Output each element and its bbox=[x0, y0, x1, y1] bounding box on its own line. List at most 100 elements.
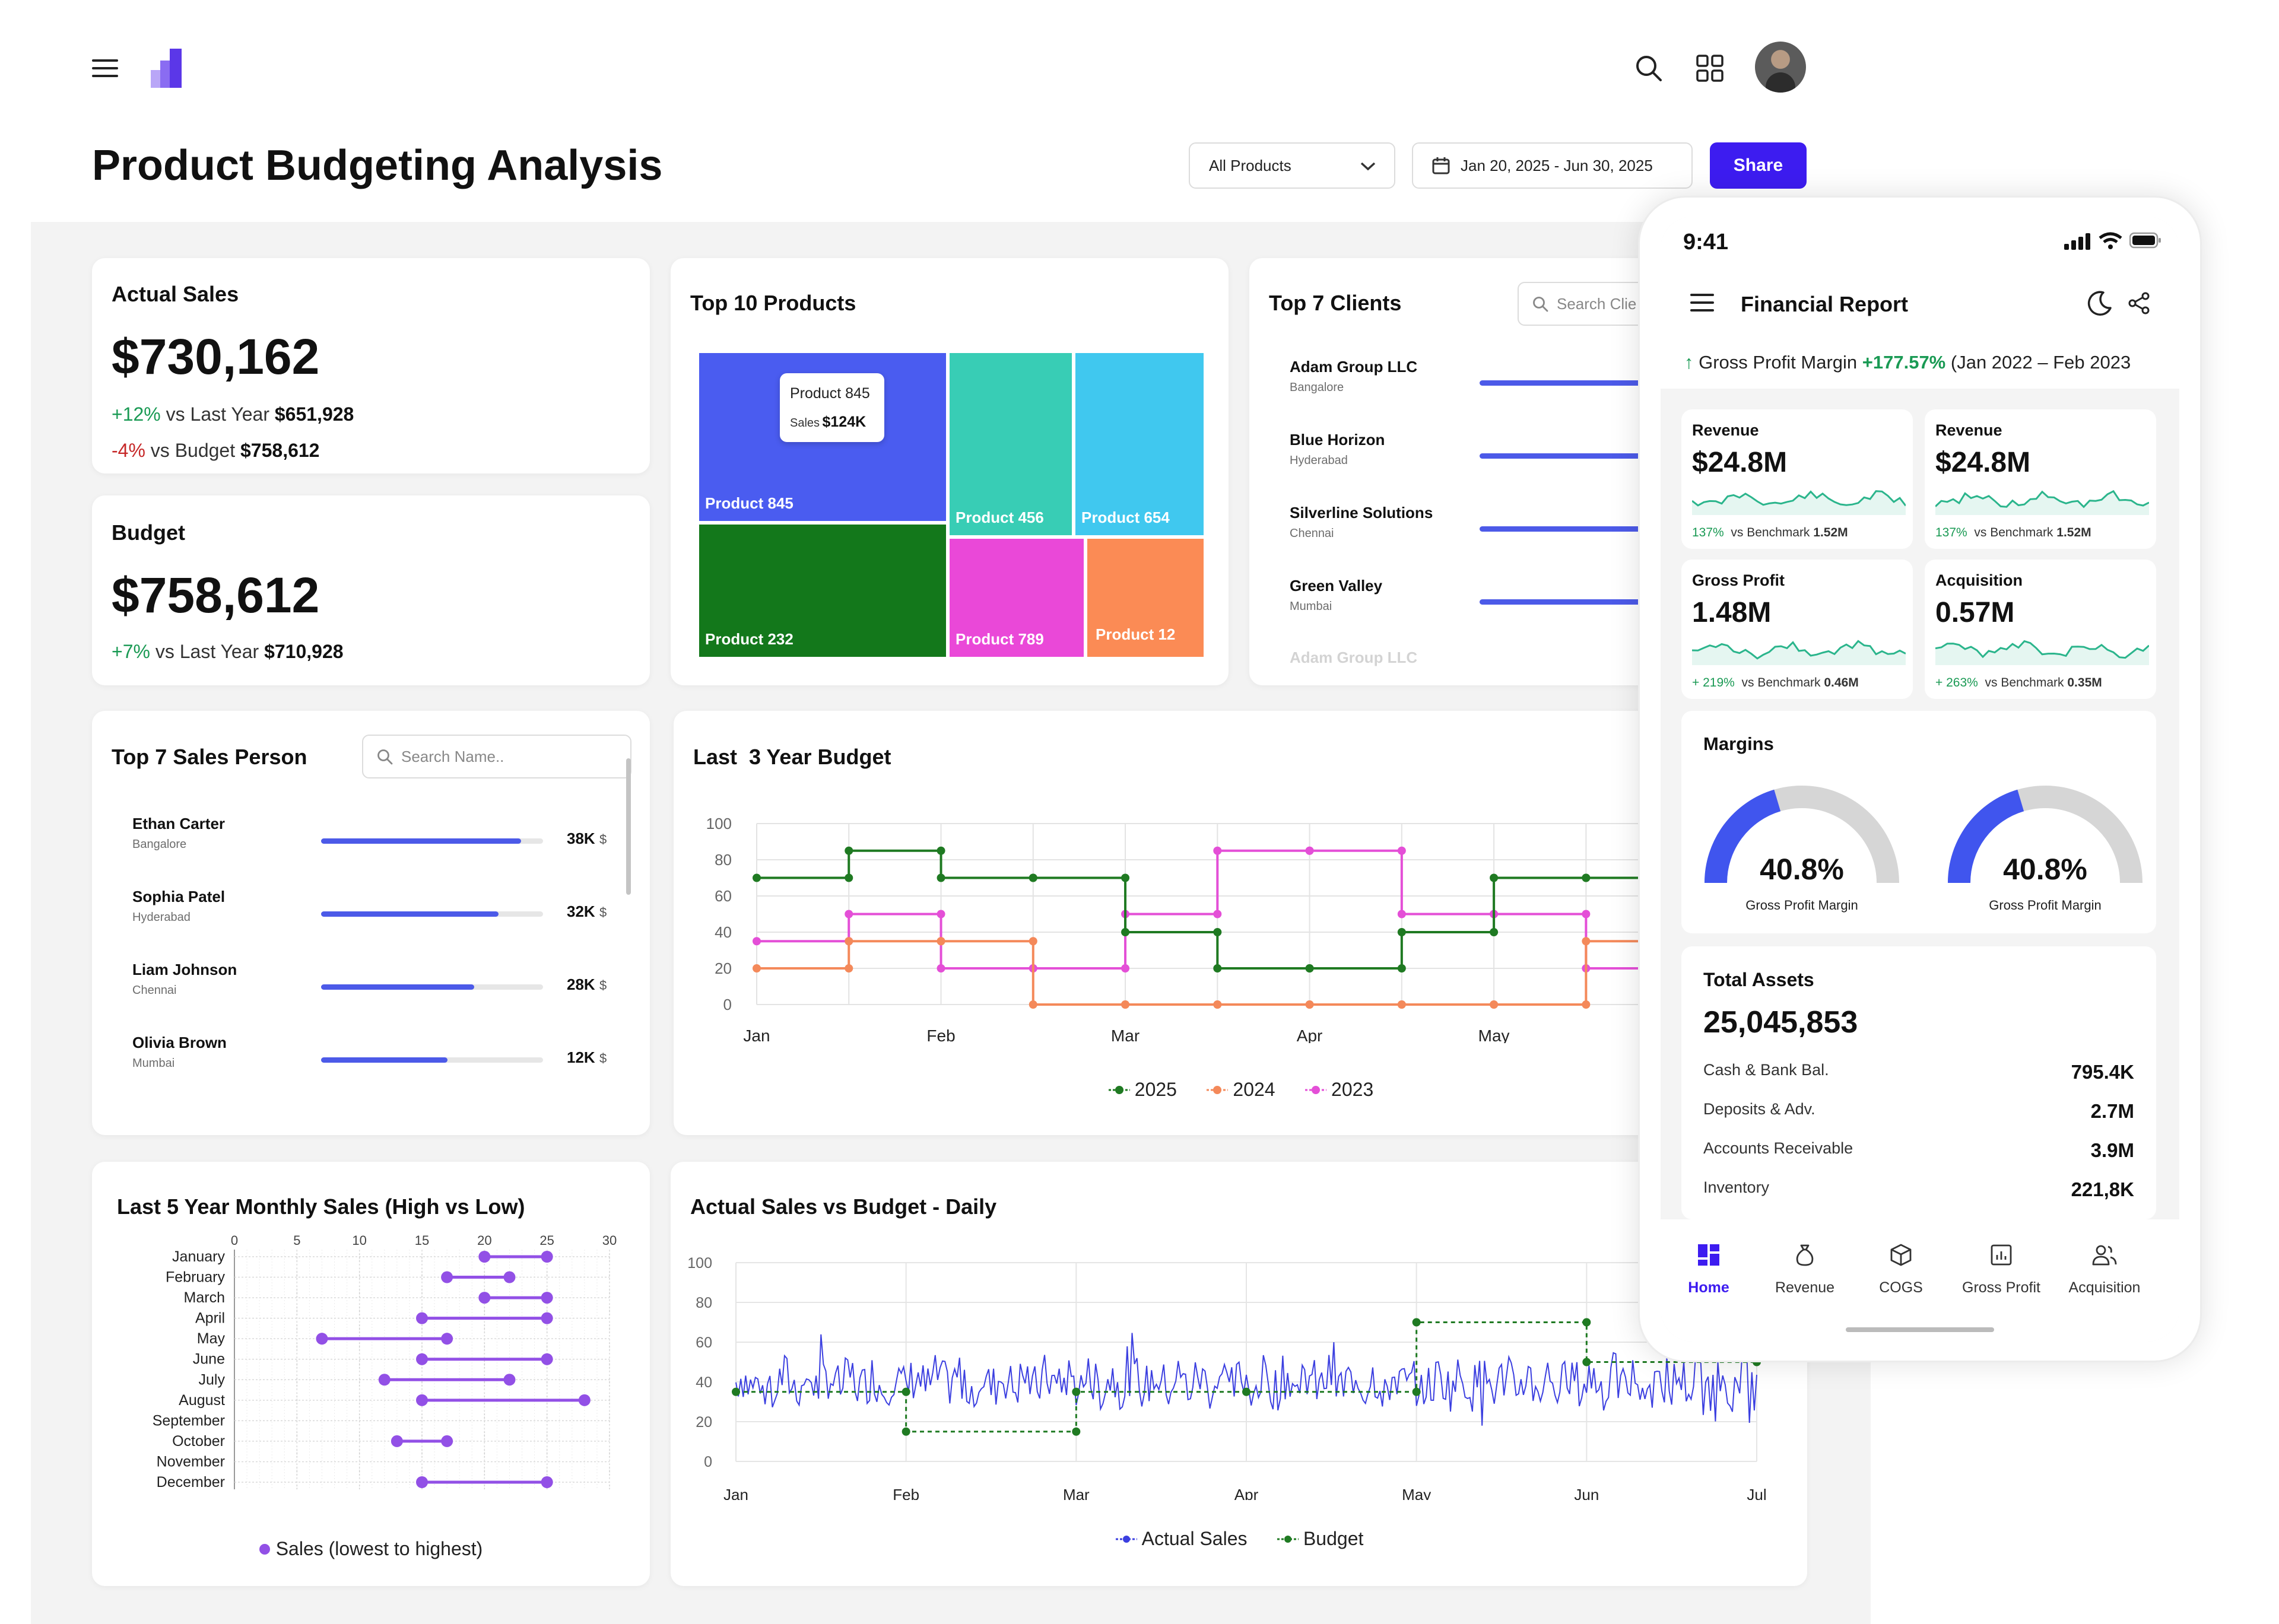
sales-person-row[interactable]: Sophia Patel Hyderabad 32K $ bbox=[132, 888, 619, 953]
phone-header bbox=[1661, 217, 2179, 389]
search-icon bbox=[1532, 295, 1548, 312]
nav-acquisition[interactable]: Acquisition bbox=[2053, 1243, 2156, 1296]
x-tick-label: 15 bbox=[415, 1233, 429, 1248]
sales-person-value: 32K $ bbox=[567, 902, 607, 921]
legend-item-budget[interactable]: Budget bbox=[1276, 1528, 1363, 1550]
phone-mockup: 9:41 Financial Report ↑ Gross Pro bbox=[1638, 196, 2202, 1362]
data-point-2023 bbox=[937, 964, 945, 973]
search-icon[interactable] bbox=[1634, 53, 1664, 83]
data-point-2025 bbox=[1490, 873, 1499, 882]
sales-person-city: Hyderabad bbox=[132, 911, 191, 924]
treemap-tooltip: Product 845 Sales $124K bbox=[780, 373, 884, 442]
data-point-2025 bbox=[937, 846, 945, 855]
legend-label: Actual Sales bbox=[1141, 1528, 1248, 1549]
margin-gauge bbox=[1948, 786, 2142, 883]
legend-label: 2023 bbox=[1331, 1079, 1374, 1100]
data-point-budget bbox=[1412, 1387, 1421, 1396]
sales-person-row[interactable]: Ethan Carter Bangalore 38K $ bbox=[132, 815, 619, 880]
actual-sales-value: $730,162 bbox=[112, 329, 320, 384]
kpi-sparkline bbox=[1935, 640, 2149, 665]
kpi-footer: + 219% vs Benchmark 0.46M bbox=[1692, 676, 1859, 690]
data-point-2025 bbox=[1029, 873, 1037, 882]
app-logo[interactable] bbox=[151, 49, 182, 88]
data-point-2024 bbox=[1029, 937, 1037, 946]
scrollbar[interactable] bbox=[626, 758, 631, 895]
data-point-2025 bbox=[1213, 928, 1222, 936]
sparkline-line bbox=[1692, 640, 1906, 660]
treemap-tile[interactable]: Product 789 bbox=[950, 539, 1084, 657]
menu-icon[interactable] bbox=[92, 58, 118, 78]
x-tick-label: Feb bbox=[926, 1026, 955, 1043]
treemap-tile[interactable]: Product 456 bbox=[950, 353, 1072, 535]
data-point-2023 bbox=[1305, 846, 1314, 855]
date-range-picker[interactable]: Jan 20, 2025 - Jun 30, 2025 bbox=[1412, 142, 1693, 189]
high-point bbox=[441, 1333, 453, 1345]
kpi-title: Acquisition bbox=[1935, 571, 2023, 589]
sparkline-line bbox=[1692, 490, 1906, 507]
sparkline-area bbox=[1692, 491, 1906, 515]
y-tick-label: June bbox=[193, 1351, 225, 1368]
data-point-budget bbox=[902, 1387, 910, 1396]
sales-person-search-input[interactable]: Search Name.. bbox=[362, 735, 631, 778]
sparkline-area bbox=[1935, 491, 2149, 515]
data-point-budget bbox=[1412, 1318, 1421, 1327]
legend-item-2023[interactable]: 2023 bbox=[1304, 1079, 1373, 1101]
y-tick-label: August bbox=[179, 1392, 225, 1409]
x-tick-label: Jan bbox=[743, 1026, 770, 1043]
share-button[interactable]: Share bbox=[1710, 142, 1807, 189]
kpi-card[interactable]: Gross Profit 1.48M + 219% vs Benchmark 0… bbox=[1681, 560, 1913, 699]
margins-card: Margins 40.8% Gross Profit Margin 40.8% … bbox=[1681, 711, 2156, 933]
user-avatar[interactable] bbox=[1755, 42, 1806, 93]
high-point bbox=[541, 1312, 553, 1324]
phone-title: Financial Report bbox=[1741, 292, 1909, 316]
client-row[interactable]: Adam Group LLC bbox=[1290, 649, 1800, 666]
sales-unit: $ bbox=[599, 1051, 607, 1066]
money-bag-icon bbox=[1757, 1243, 1853, 1271]
nav-gross-profit[interactable]: Gross Profit bbox=[1949, 1243, 2053, 1296]
kpi-pct: 137% bbox=[1692, 526, 1724, 539]
moon-icon[interactable] bbox=[2086, 289, 2114, 320]
sales-person-row[interactable]: Liam Johnson Chennai 28K $ bbox=[132, 961, 619, 1026]
sales-person-city: Mumbai bbox=[132, 1057, 175, 1070]
data-point-2023 bbox=[1397, 910, 1406, 919]
actual-sales-vs-last-year: +12% vs Last Year $651,928 bbox=[112, 403, 354, 425]
data-point-2023 bbox=[753, 937, 761, 946]
data-point-2024 bbox=[1582, 1000, 1591, 1009]
sales-person-row[interactable]: Olivia Brown Mumbai 12K $ bbox=[132, 1034, 619, 1099]
kpi-card[interactable]: Acquisition 0.57M + 263% vs Benchmark 0.… bbox=[1925, 560, 2156, 699]
treemap-tile-label: Product 654 bbox=[1081, 509, 1170, 526]
kpi-pct: + 219% bbox=[1692, 676, 1735, 689]
legend-item-2025[interactable]: 2025 bbox=[1107, 1079, 1177, 1101]
assets-value: 25,045,853 bbox=[1703, 1005, 1858, 1040]
client-name: Adam Group LLC bbox=[1290, 358, 1418, 376]
apps-grid-icon[interactable] bbox=[1696, 55, 1723, 82]
kpi-card[interactable]: Revenue $24.8M 137% vs Benchmark 1.52M bbox=[1681, 409, 1913, 549]
nav-cogs[interactable]: COGS bbox=[1853, 1243, 1949, 1296]
nav-revenue[interactable]: Revenue bbox=[1757, 1243, 1853, 1296]
treemap-tile[interactable]: Product 12 bbox=[1087, 539, 1204, 657]
date-range-value: Jan 20, 2025 - Jun 30, 2025 bbox=[1461, 156, 1653, 174]
share-icon[interactable] bbox=[2127, 291, 2151, 318]
treemap-tile[interactable]: Product 232 bbox=[699, 525, 946, 657]
data-point-budget bbox=[1242, 1387, 1250, 1396]
x-tick-label: 25 bbox=[539, 1233, 554, 1248]
legend-item-2024[interactable]: 2024 bbox=[1205, 1079, 1275, 1101]
product-filter-dropdown[interactable]: All Products bbox=[1189, 142, 1395, 189]
data-point-2024 bbox=[1121, 1000, 1130, 1009]
kpi-title: Revenue bbox=[1935, 421, 2002, 439]
legend-item-actual-sales[interactable]: Actual Sales bbox=[1115, 1528, 1248, 1550]
margin-gauge-label: Gross Profit Margin bbox=[1989, 898, 2102, 913]
monthly-sales-title: Last 5 Year Monthly Sales (High vs Low) bbox=[117, 1194, 525, 1219]
client-name: Green Valley bbox=[1290, 577, 1383, 595]
asset-row: Cash & Bank Bal. 795.4K bbox=[1703, 1061, 2134, 1083]
arrow-up-icon: ↑ bbox=[1684, 352, 1694, 373]
nav-home[interactable]: Home bbox=[1661, 1243, 1757, 1296]
sales-person-name: Liam Johnson bbox=[132, 961, 237, 978]
x-tick-label: Apr bbox=[1234, 1486, 1259, 1500]
monthly-dumbbell-chart: 0 5 10 15 20 25 30 January February March April May… bbox=[153, 1233, 617, 1490]
kpi-card[interactable]: Revenue $24.8M 137% vs Benchmark 1.52M bbox=[1925, 409, 2156, 549]
phone-menu-icon[interactable] bbox=[1690, 293, 1714, 316]
low-point bbox=[416, 1476, 428, 1488]
treemap-tile[interactable]: Product 654 bbox=[1075, 353, 1204, 535]
